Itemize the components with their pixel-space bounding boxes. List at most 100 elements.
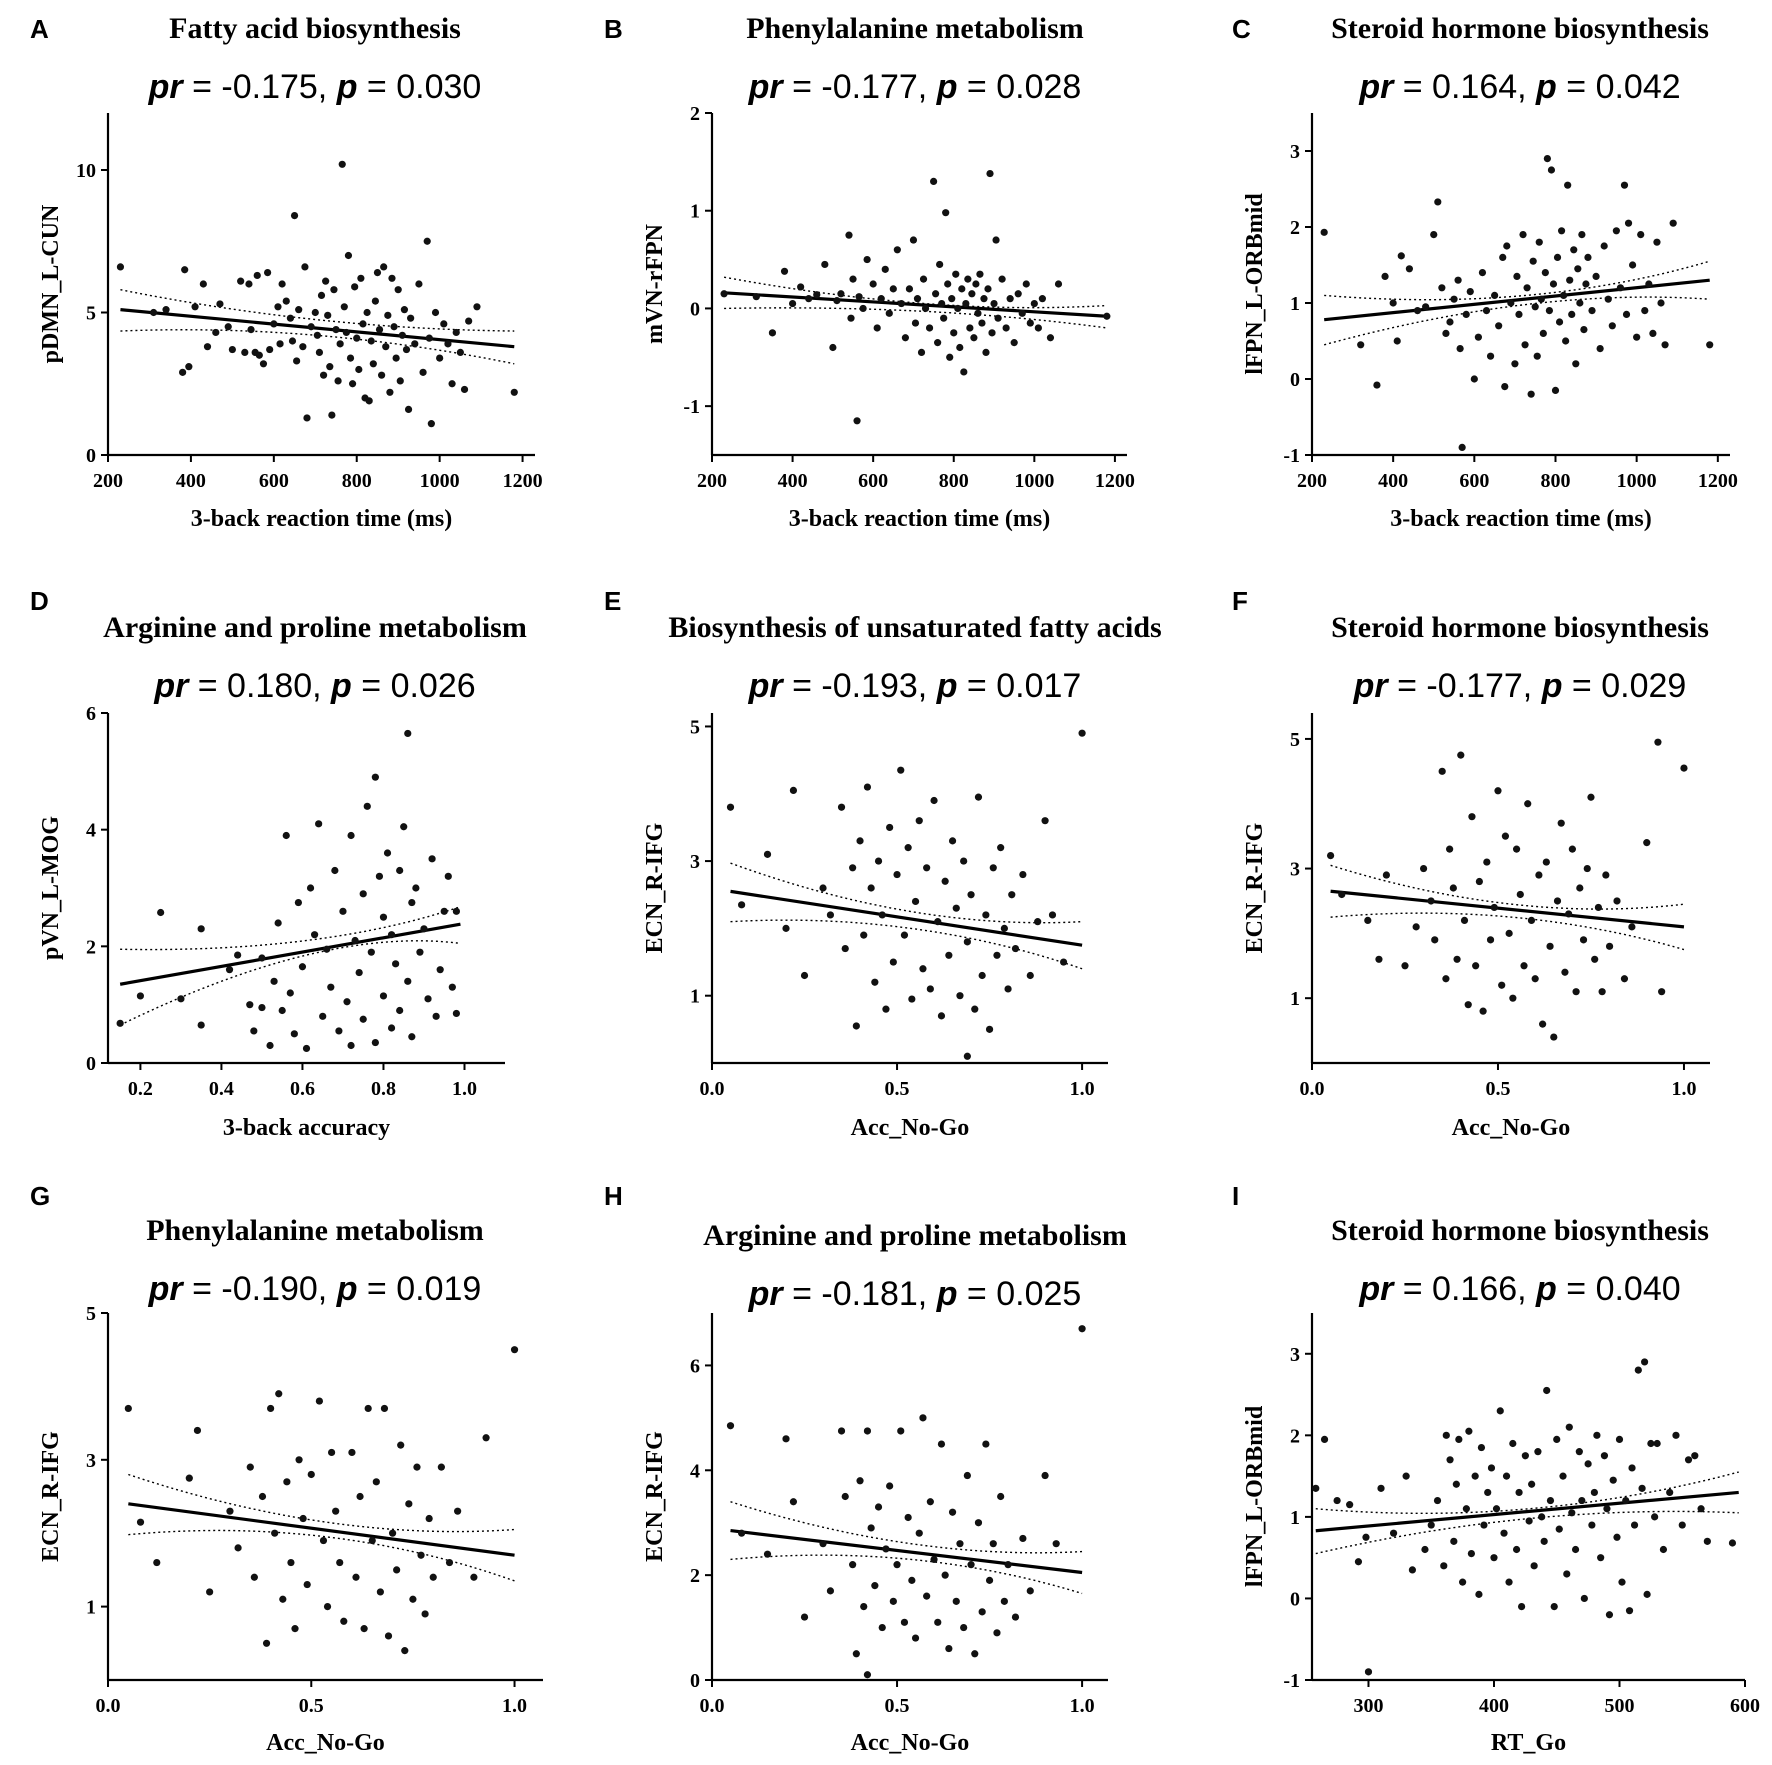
data-point: [923, 1592, 931, 1600]
data-point: [1624, 219, 1633, 227]
data-point: [1442, 329, 1450, 337]
data-point: [925, 324, 934, 332]
x-tick-label: 1200: [503, 470, 543, 492]
data-point: [1421, 1545, 1429, 1554]
stat-pr-value: = 0.180,: [188, 667, 331, 705]
data-point: [1357, 341, 1365, 349]
panel-c: C Steroid hormone biosynthesis pr = 0.164,…: [1232, 12, 1738, 532]
data-point: [404, 729, 412, 738]
data-point: [371, 773, 379, 781]
data-point: [1487, 1464, 1496, 1472]
data-point: [908, 1576, 916, 1584]
data-point: [1537, 295, 1545, 303]
data-point: [407, 314, 415, 322]
data-point: [340, 303, 348, 311]
stat-p-label: p: [336, 1270, 358, 1308]
data-point: [1580, 326, 1588, 334]
data-point: [863, 1427, 872, 1435]
data-point: [941, 1571, 949, 1579]
data-point: [952, 904, 960, 912]
data-point: [970, 334, 978, 342]
data-point: [338, 160, 346, 168]
data-point: [387, 931, 396, 939]
x-tick-label: 1.0: [1671, 1078, 1696, 1100]
data-point: [302, 1044, 311, 1053]
data-point: [317, 291, 326, 299]
data-point: [375, 326, 384, 334]
x-axis-label: Acc_No-Go: [851, 1115, 970, 1141]
data-point: [752, 293, 760, 301]
data-point: [1458, 443, 1466, 451]
data-point: [900, 1618, 909, 1626]
data-point: [1464, 1001, 1472, 1009]
data-point: [340, 1617, 348, 1625]
data-point: [963, 1471, 971, 1480]
data-point: [429, 1573, 437, 1581]
stat-line: pr = -0.177, p = 0.029: [1353, 667, 1687, 705]
data-point: [1659, 1545, 1668, 1554]
data-point: [335, 1027, 343, 1035]
data-point: [1580, 1594, 1588, 1603]
data-point: [855, 293, 863, 301]
data-point: [1026, 1587, 1034, 1595]
data-point: [800, 971, 809, 980]
data-point: [278, 280, 286, 288]
data-point: [1393, 337, 1401, 345]
data-point: [1651, 1513, 1659, 1521]
data-point: [1446, 845, 1454, 853]
data-point: [1649, 329, 1657, 337]
data-point: [950, 329, 958, 337]
data-point: [1472, 962, 1480, 970]
ci-upper-line: [1315, 1471, 1739, 1515]
data-point: [1565, 910, 1573, 918]
data-point: [963, 1052, 971, 1060]
data-point: [420, 925, 428, 933]
x-tick-label: 1000: [1617, 470, 1657, 492]
data-point: [179, 368, 187, 376]
data-point: [206, 1588, 214, 1596]
x-tick-label: 1200: [1095, 470, 1135, 492]
data-point: [1703, 1537, 1711, 1545]
data-point: [1022, 280, 1030, 288]
data-point: [1364, 1668, 1373, 1676]
data-point: [313, 331, 321, 339]
data-point: [1594, 903, 1603, 912]
data-point: [1613, 1533, 1621, 1541]
data-point: [1520, 962, 1528, 970]
y-tick-label: 1: [690, 201, 700, 223]
data-point: [413, 1463, 421, 1471]
data-point: [1578, 1496, 1586, 1505]
data-point: [266, 1041, 274, 1050]
data-point: [797, 283, 805, 291]
data-point: [1529, 257, 1537, 265]
data-point: [1562, 337, 1570, 345]
data-point: [291, 1625, 299, 1633]
data-point: [897, 1427, 905, 1435]
data-point: [1666, 1488, 1674, 1497]
x-tick-label: 300: [1353, 1695, 1383, 1717]
data-point: [1634, 1366, 1642, 1374]
x-tick-label: 0.0: [96, 1695, 121, 1717]
data-point: [1516, 890, 1524, 899]
y-axis-label: ECN_R-IFG: [642, 822, 668, 953]
x-tick-label: 1.0: [1070, 1695, 1095, 1717]
data-point: [1643, 839, 1651, 847]
data-point: [960, 857, 968, 865]
data-point: [470, 1573, 478, 1581]
data-point: [946, 353, 954, 361]
data-point: [780, 267, 789, 275]
data-point: [856, 837, 864, 845]
data-point: [1019, 870, 1027, 879]
data-point: [396, 866, 404, 875]
data-point: [473, 303, 481, 311]
data-point: [867, 884, 875, 892]
data-point: [355, 365, 363, 374]
data-point: [1728, 1539, 1737, 1547]
data-point: [319, 371, 328, 379]
data-point: [1622, 1496, 1630, 1505]
data-point: [1550, 1033, 1558, 1041]
data-point: [266, 345, 274, 354]
ci-upper-line: [1324, 260, 1710, 301]
data-point: [402, 345, 411, 354]
stat-line: pr = 0.164, p = 0.042: [1358, 68, 1680, 106]
